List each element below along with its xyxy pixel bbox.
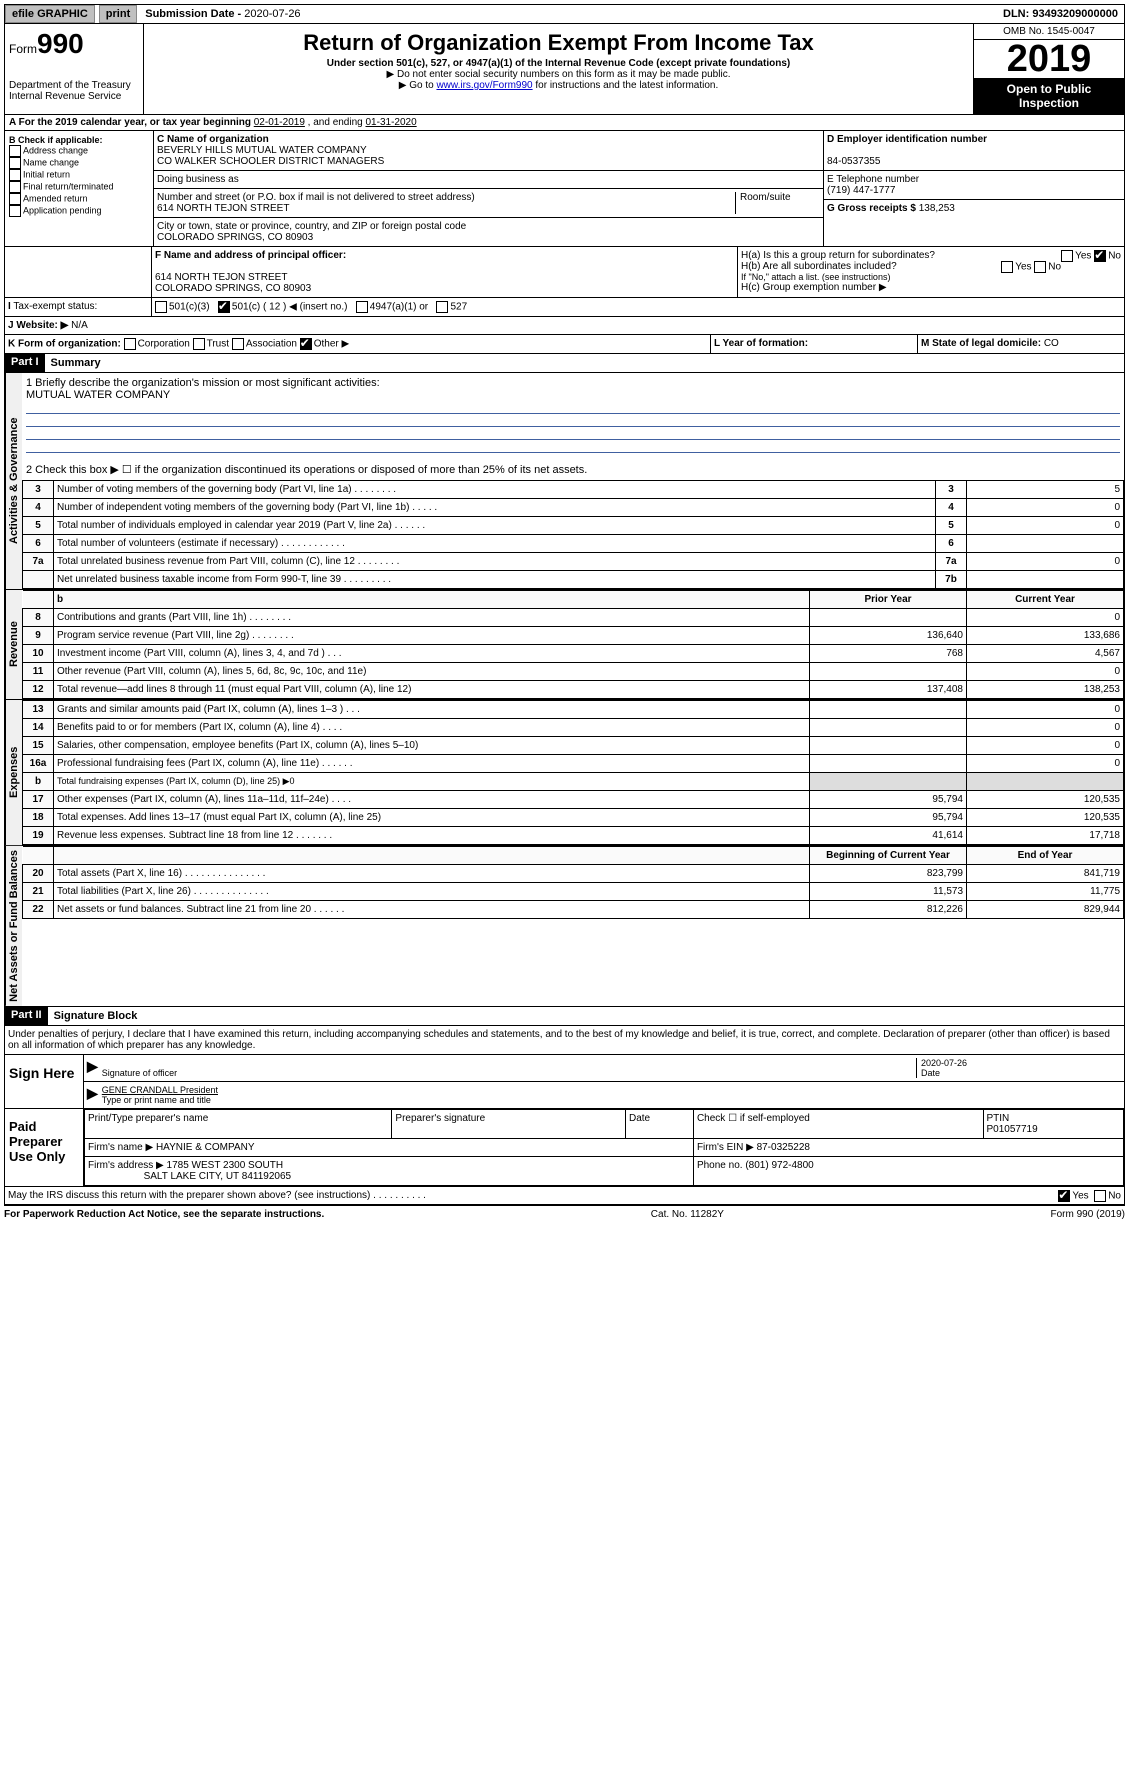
section-f: F Name and address of principal officer:… (152, 247, 738, 297)
form-title: Return of Organization Exempt From Incom… (148, 30, 969, 56)
page-footer: For Paperwork Reduction Act Notice, see … (4, 1205, 1125, 1223)
form-header: Form990 Department of the Treasury Inter… (4, 24, 1125, 115)
part-1-header: Part I (5, 354, 45, 372)
section-m: M State of legal domicile: CO (918, 335, 1124, 353)
section-h: H(a) Is this a group return for subordin… (738, 247, 1124, 297)
vtab-revenue: Revenue (5, 590, 22, 699)
vtab-expenses: Expenses (5, 700, 22, 845)
part-2-header: Part II (5, 1007, 48, 1025)
section-e: E Telephone number(719) 447-1777 (824, 171, 1124, 200)
form-subtitle: Under section 501(c), 527, or 4947(a)(1)… (148, 58, 969, 69)
section-k: K Form of organization: Corporation Trus… (5, 335, 711, 353)
vtab-netassets: Net Assets or Fund Balances (5, 846, 22, 1006)
submission-date-label: Submission Date - 2020-07-26 (141, 6, 304, 22)
section-i: I Tax-exempt status: 501(c)(3) 501(c) ( … (4, 298, 1125, 317)
perjury-statement: Under penalties of perjury, I declare th… (4, 1026, 1125, 1055)
note-ssn: ▶ Do not enter social security numbers o… (148, 69, 969, 80)
topbar: efile GRAPHIC print Submission Date - 20… (4, 4, 1125, 24)
section-a: A For the 2019 calendar year, or tax yea… (4, 115, 1125, 131)
fh-block: F Name and address of principal officer:… (4, 247, 1125, 298)
section-d: D Employer identification number84-05373… (824, 131, 1124, 171)
paid-preparer-block: Paid Preparer Use Only Print/Type prepar… (4, 1109, 1125, 1187)
vtab-activities: Activities & Governance (5, 373, 22, 589)
section-l: L Year of formation: (711, 335, 918, 353)
treasury-label: Department of the Treasury Internal Reve… (9, 80, 139, 102)
part-2-title: Signature Block (48, 1007, 144, 1025)
form-number: Form990 (9, 28, 139, 60)
discuss-row: May the IRS discuss this return with the… (4, 1187, 1125, 1205)
section-j: J Website: ▶ N/A (4, 317, 1125, 335)
irs-link[interactable]: www.irs.gov/Form990 (436, 80, 532, 91)
sign-here-block: Sign Here ▶Signature of officer2020-07-2… (4, 1055, 1125, 1109)
part-1-title: Summary (45, 354, 107, 372)
efile-button[interactable]: efile GRAPHIC (5, 5, 95, 23)
klm-block: K Form of organization: Corporation Trus… (4, 335, 1125, 354)
tax-year: 2019 (974, 40, 1124, 78)
revenue-table: bPrior YearCurrent Year 8Contributions a… (22, 590, 1124, 699)
section-g: G Gross receipts $ 138,253 (824, 200, 1124, 217)
print-button[interactable]: print (99, 5, 137, 23)
identity-block: B Check if applicable: Address change Na… (4, 131, 1125, 247)
section-c: C Name of organizationBEVERLY HILLS MUTU… (154, 131, 823, 246)
mission-block: 1 Briefly describe the organization's mi… (22, 373, 1124, 459)
open-public-badge: Open to Public Inspection (974, 78, 1124, 114)
expenses-table: 13Grants and similar amounts paid (Part … (22, 700, 1124, 845)
netassets-table: Beginning of Current YearEnd of Year 20T… (22, 846, 1124, 919)
note-link: ▶ Go to www.irs.gov/Form990 for instruct… (148, 80, 969, 91)
governance-table: 3Number of voting members of the governi… (22, 480, 1124, 589)
dln: DLN: 93493209000000 (997, 6, 1124, 22)
discontinued-check: 2 Check this box ▶ ☐ if the organization… (22, 459, 1124, 480)
section-b: B Check if applicable: Address change Na… (5, 131, 154, 246)
